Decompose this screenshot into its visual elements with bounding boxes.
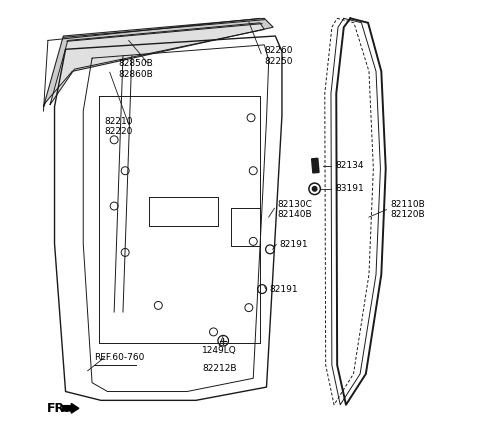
- Text: REF.60-760: REF.60-760: [94, 353, 144, 362]
- Text: 82191: 82191: [280, 240, 308, 249]
- Text: 82134: 82134: [335, 161, 363, 171]
- Polygon shape: [50, 23, 264, 105]
- Text: 82210
82220: 82210 82220: [104, 117, 133, 136]
- Text: 82212B: 82212B: [202, 364, 237, 373]
- Circle shape: [312, 187, 317, 191]
- Polygon shape: [62, 404, 79, 413]
- Text: 82130C
82140B: 82130C 82140B: [277, 200, 312, 219]
- Text: 83191: 83191: [335, 184, 364, 193]
- Polygon shape: [44, 18, 273, 107]
- Text: 82260
82250: 82260 82250: [264, 46, 293, 66]
- Text: 82110B
82120B: 82110B 82120B: [390, 200, 425, 219]
- Text: 82850B
82860B: 82850B 82860B: [119, 59, 154, 79]
- Text: 1249LQ: 1249LQ: [202, 346, 237, 355]
- Text: 82191: 82191: [270, 285, 298, 295]
- Text: FR.: FR.: [47, 402, 70, 415]
- Bar: [312, 158, 319, 173]
